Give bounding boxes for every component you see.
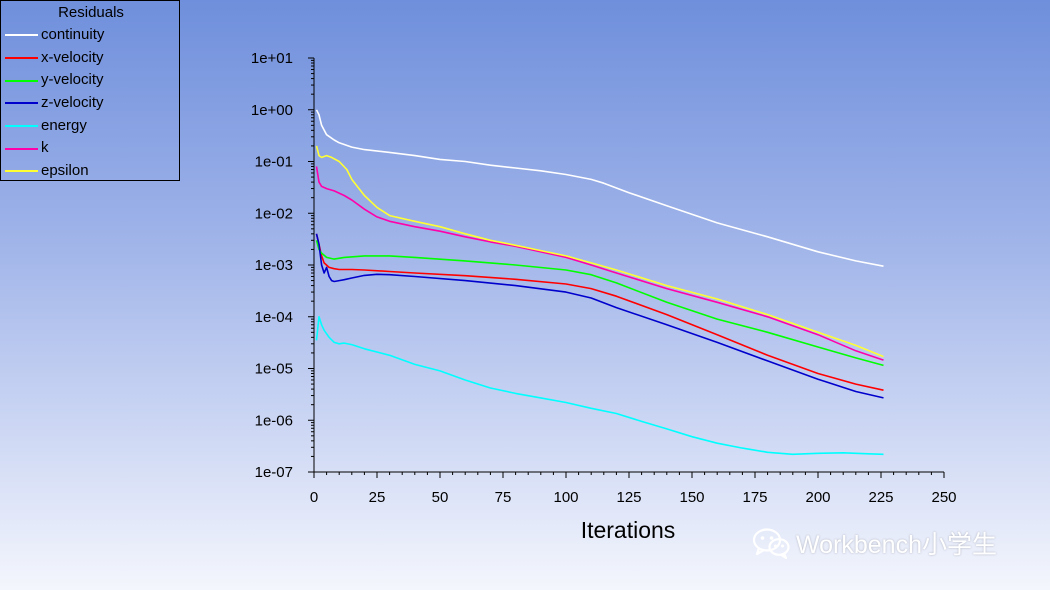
legend-swatch [5, 170, 38, 173]
series-line-energy [315, 315, 884, 456]
legend-label: epsilon [41, 162, 89, 180]
legend-title: Residuals [58, 4, 124, 21]
watermark: Workbench小学生 [752, 527, 997, 559]
legend-swatch [5, 125, 38, 128]
x-tick-label: 50 [432, 489, 449, 506]
legend-label: energy [41, 116, 87, 134]
x-tick-label: 25 [369, 489, 386, 506]
x-tick-label: 225 [868, 489, 893, 506]
y-tick-label: 1e-01 [255, 154, 293, 171]
y-tick-label: 1e-02 [255, 205, 293, 222]
legend-entry-k: k [1, 137, 179, 160]
series-line-y-velocity [315, 240, 884, 367]
x-tick-label: 125 [616, 489, 641, 506]
legend-label: continuity [41, 26, 105, 43]
x-tick-label: 200 [805, 489, 830, 506]
y-tick-label: 1e-04 [255, 309, 293, 326]
x-tick-label: 175 [742, 489, 767, 506]
x-tick-label: 75 [495, 489, 512, 506]
x-tick-label: 250 [931, 489, 956, 506]
x-tick-label: 150 [679, 489, 704, 506]
series-line-z-velocity [315, 233, 884, 399]
y-tick-label: 1e+01 [251, 50, 293, 67]
series-line-x-velocity [315, 233, 884, 391]
legend-entry-energy: energy [1, 115, 179, 138]
legend-entry-epsilon: epsilon [1, 160, 179, 183]
series-line-continuity [315, 109, 884, 267]
legend: Residuals continuity x-velocity y-velocity… [0, 0, 180, 181]
x-tick-label: 100 [553, 489, 578, 506]
plot-series [315, 109, 884, 456]
y-tick-label: 1e-06 [255, 412, 293, 429]
y-tick-label: 1e-07 [255, 464, 293, 481]
legend-swatch [5, 34, 38, 37]
series-line-epsilon [315, 145, 884, 358]
legend-entry-y-velocity: y-velocity [1, 69, 179, 92]
legend-label: k [41, 139, 49, 157]
y-tick-label: 1e-03 [255, 257, 293, 274]
legend-label: y-velocity [41, 71, 104, 89]
legend-swatch [5, 57, 38, 60]
legend-entry-x-velocity: x-velocity [1, 47, 179, 70]
legend-entry-continuity: continuity [1, 24, 179, 47]
legend-entry-z-velocity: z-velocity [1, 92, 179, 115]
x-axis-label: Iterations [581, 517, 676, 543]
legend-label: z-velocity [41, 94, 104, 112]
legend-label: x-velocity [41, 48, 104, 66]
legend-entries: continuity x-velocity y-velocity z-velocity… [1, 24, 179, 183]
watermark-text: Workbench小学生 [796, 531, 997, 559]
legend-swatch [5, 147, 38, 150]
series-line-k [315, 166, 884, 361]
legend-swatch [5, 79, 38, 82]
wechat-icon [752, 528, 790, 559]
x-tick-label: 0 [310, 489, 318, 506]
y-tick-label: 1e-05 [255, 361, 293, 378]
y-tick-label: 1e+00 [251, 102, 293, 119]
plot-axes: 1e-07 1e-06 1e-05 1e-04 1e-03 1e-02 1e-01 1e+00… [251, 50, 957, 506]
legend-swatch [5, 102, 38, 105]
